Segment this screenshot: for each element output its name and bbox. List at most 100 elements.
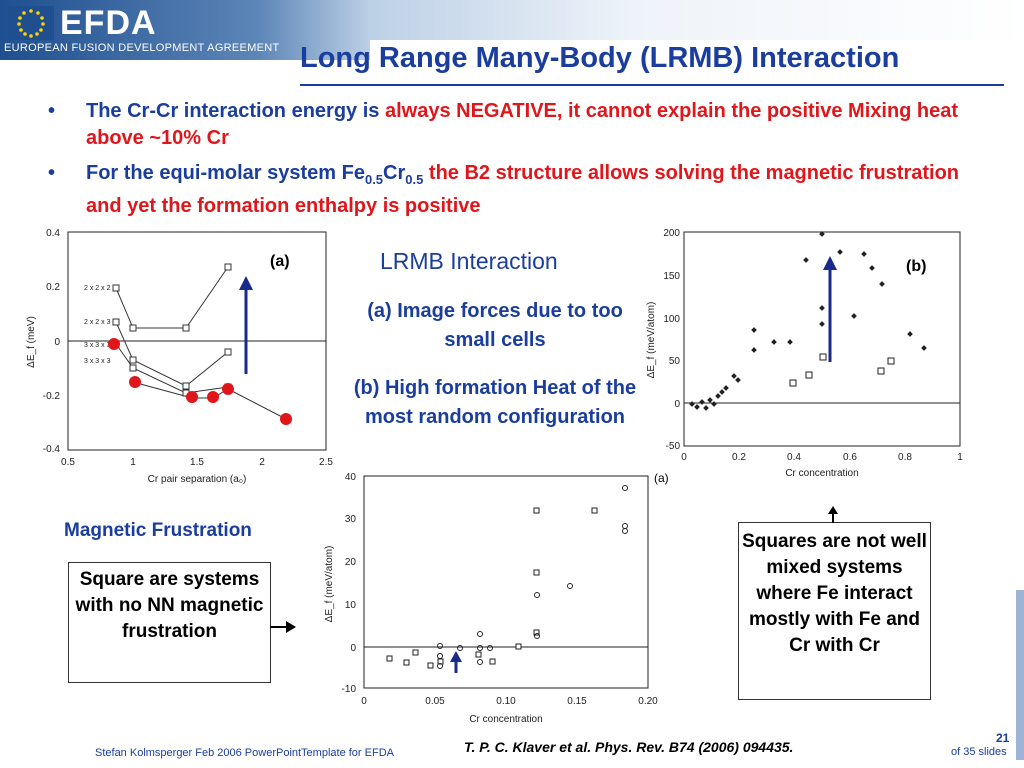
red-point bbox=[186, 391, 198, 403]
data-point bbox=[182, 382, 190, 390]
tick: 40 bbox=[345, 472, 357, 483]
subscript: 0.5 bbox=[364, 172, 384, 187]
y-axis-label: ΔE_f (meV/atom) bbox=[646, 302, 657, 379]
bullet-2-text-cr: Cr bbox=[383, 162, 406, 184]
red-point bbox=[207, 391, 219, 403]
tick: 20 bbox=[345, 557, 357, 568]
slide-title: Long Range Many-Body (LRMB) Interaction bbox=[300, 42, 900, 74]
series-label: 2 x 2 x 2 bbox=[84, 285, 111, 292]
logo-subtitle: EUROPEAN FUSION DEVELOPMENT AGREEMENT bbox=[4, 42, 280, 54]
tick: 0.05 bbox=[425, 696, 445, 707]
eu-stars-icon bbox=[8, 6, 54, 40]
data-point bbox=[129, 356, 137, 364]
panel-label: (b) bbox=[906, 258, 926, 275]
panel-label: (a) bbox=[654, 471, 669, 485]
page-number: 21 bbox=[996, 731, 1010, 745]
right-note-box: Squares are not well mixed systems where… bbox=[738, 522, 931, 700]
tick: 0 bbox=[54, 337, 60, 348]
series-label: 2 x 2 x 3 bbox=[84, 319, 111, 326]
footer-reference: T. P. C. Klaver et al. Phys. Rev. B74 (2… bbox=[464, 739, 794, 755]
tick: 0 bbox=[350, 643, 356, 654]
tick: 0 bbox=[681, 452, 687, 463]
series-label: 3 x 3 x 3 bbox=[84, 342, 111, 349]
data-point bbox=[182, 324, 190, 332]
tick: 50 bbox=[669, 356, 681, 367]
tick: 0.4 bbox=[46, 228, 60, 239]
tick: 0 bbox=[674, 399, 680, 410]
x-axis-label: Cr pair separation (a₀) bbox=[148, 474, 247, 485]
x-axis-label: Cr concentration bbox=[785, 468, 858, 479]
square-points bbox=[789, 353, 895, 387]
series-line bbox=[115, 321, 229, 387]
tick: 0.20 bbox=[638, 696, 658, 707]
x-axis-label: Cr concentration bbox=[469, 714, 542, 725]
square-points bbox=[386, 507, 598, 669]
bullet-dot: • bbox=[48, 162, 56, 184]
subscript: 0.5 bbox=[405, 172, 424, 187]
tick: -0.2 bbox=[43, 391, 61, 402]
plot-b: 200 150 100 50 0 -50 0 0.2 0.4 0.6 0.8 1… bbox=[646, 228, 963, 479]
up-arrow-icon bbox=[823, 256, 837, 362]
series-line bbox=[115, 343, 229, 394]
right-arrow-icon bbox=[270, 621, 296, 633]
tick: 0.2 bbox=[732, 452, 746, 463]
data-point bbox=[129, 364, 137, 372]
tick: 0 bbox=[361, 696, 367, 707]
up-arrow-icon bbox=[828, 506, 838, 523]
tick: 2 bbox=[259, 457, 265, 468]
bullet-1: • The Cr-Cr interaction energy is always… bbox=[48, 98, 986, 152]
panel-label: (a) bbox=[270, 253, 290, 270]
bullet-2-text: For the equi-molar system Fe bbox=[86, 162, 365, 184]
up-arrow-icon bbox=[239, 276, 253, 374]
page-total: of 35 slides bbox=[951, 746, 1007, 758]
tick: 1 bbox=[130, 457, 136, 468]
title-underline bbox=[300, 84, 1004, 86]
red-point bbox=[129, 376, 141, 388]
tick: 200 bbox=[663, 228, 680, 239]
tick: 0.10 bbox=[496, 696, 516, 707]
series-line bbox=[115, 266, 229, 329]
bullet-1-highlight: always NEGATIVE, it cannot explain the p… bbox=[86, 100, 959, 149]
item-a: (a) Image forces due to too small cells bbox=[367, 300, 623, 351]
tick: 0.15 bbox=[567, 696, 587, 707]
y-axis-label: ΔE_f (meV) bbox=[26, 316, 37, 368]
data-point bbox=[112, 318, 120, 326]
plot-c: 40 30 20 10 0 -10 0 0.05 0.10 0.15 0.20 … bbox=[324, 471, 669, 725]
bullet-1-text: The Cr-Cr interaction energy is bbox=[86, 100, 385, 122]
up-arrow-icon bbox=[450, 651, 462, 673]
item-b: (b) High formation Heat of the most rand… bbox=[353, 377, 637, 428]
series-label: 3 x 3 x 3 bbox=[84, 358, 111, 365]
data-point bbox=[224, 348, 232, 356]
efda-logo: EFDA bbox=[60, 4, 157, 42]
header-band bbox=[0, 0, 370, 60]
header-gradient bbox=[370, 0, 1024, 40]
edge-decoration bbox=[1016, 590, 1024, 760]
tick: 150 bbox=[663, 271, 680, 282]
plot-a: 0.4 0.2 0 -0.2 -0.4 0.5 1 1.5 2 2.5 Cr p… bbox=[26, 228, 333, 485]
tick: 1 bbox=[957, 452, 963, 463]
circle-points bbox=[437, 485, 628, 669]
tick: 100 bbox=[663, 314, 680, 325]
tick: 0.5 bbox=[61, 457, 75, 468]
bullet-2-highlight: the B2 structure allows solving the magn… bbox=[86, 162, 960, 217]
tick: 0.8 bbox=[898, 452, 912, 463]
tick: 0.4 bbox=[787, 452, 801, 463]
lrmb-heading: LRMB Interaction bbox=[380, 248, 558, 274]
left-note-box: Square are systems with no NN magnetic f… bbox=[68, 562, 271, 683]
y-axis-label: ΔE_f (meV/atom) bbox=[324, 546, 335, 623]
tick: 10 bbox=[345, 600, 357, 611]
tick: -0.4 bbox=[43, 444, 61, 455]
data-point bbox=[112, 284, 120, 292]
data-point bbox=[224, 263, 232, 271]
magnetic-frustration-label: Magnetic Frustration bbox=[64, 520, 252, 541]
tick: -10 bbox=[342, 684, 357, 695]
bullet-2: • For the equi-molar system Fe0.5Cr0.5 t… bbox=[48, 160, 986, 220]
tick: 2.5 bbox=[319, 457, 333, 468]
tick: -50 bbox=[666, 441, 681, 452]
data-point bbox=[129, 324, 137, 332]
tick: 30 bbox=[345, 514, 357, 525]
red-point bbox=[222, 383, 234, 395]
tick: 0.2 bbox=[46, 282, 60, 293]
tick: 1.5 bbox=[190, 457, 204, 468]
tick: 0.6 bbox=[843, 452, 857, 463]
